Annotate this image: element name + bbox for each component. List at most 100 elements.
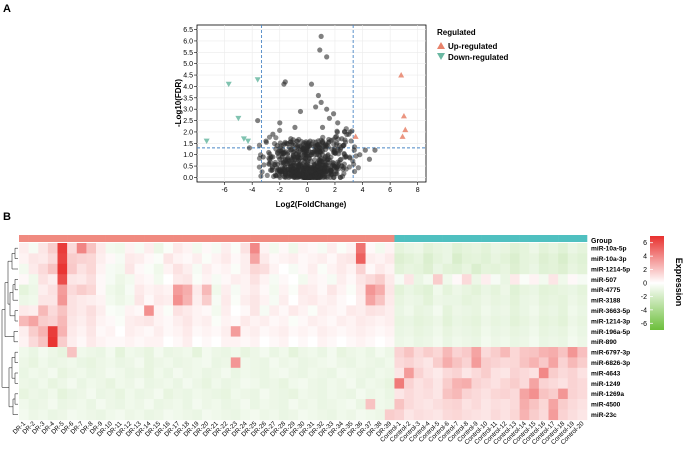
heatmap-cell [471, 326, 482, 337]
heatmap-cell [288, 305, 299, 317]
y-tick-label: 4.5 [183, 73, 193, 80]
heatmap-cell [230, 367, 241, 379]
heatmap-cell [384, 357, 395, 369]
heatmap-cell [182, 243, 193, 254]
heatmap-cell [529, 326, 540, 337]
heatmap-cell [336, 263, 347, 275]
heatmap-cell [307, 295, 318, 306]
point-not-significant [294, 138, 300, 144]
group-cell [192, 235, 203, 242]
column-labels: DR-1DR-2DR-3DR-4DR-5DR-6DR-7DR-8DR-9DR-1… [12, 420, 586, 446]
group-cell [298, 235, 309, 242]
group-cell [307, 235, 318, 242]
heatmap-cell [355, 326, 366, 337]
heatmap-cell [471, 409, 482, 421]
heatmap-cell [19, 326, 29, 337]
heatmap-cell [230, 315, 241, 327]
heatmap-cell [134, 409, 145, 421]
point-not-significant [330, 149, 337, 156]
heatmap-cell [394, 378, 405, 389]
heatmap-cell [221, 367, 232, 379]
heatmap-cell [38, 357, 49, 369]
point-not-significant [297, 147, 304, 153]
heatmap-cell [28, 326, 39, 337]
heatmap-cell [38, 326, 49, 337]
heatmap-cell [452, 347, 463, 358]
heatmap-cell [538, 295, 549, 306]
heatmap-cell [375, 305, 386, 317]
heatmap-cell [67, 336, 78, 348]
heatmap-cell [423, 357, 434, 369]
heatmap-cell [288, 274, 299, 285]
heatmap-cell [163, 295, 174, 306]
point-down-regulated [203, 138, 210, 145]
heatmap-cell [163, 347, 174, 358]
heatmap-cell [538, 388, 549, 400]
heatmap-cell [288, 253, 299, 265]
heatmap-cell [307, 243, 318, 254]
heatmap-cell [404, 284, 415, 296]
heatmap-cell [432, 336, 443, 348]
group-cell [288, 235, 299, 242]
heatmap-cell [404, 399, 415, 410]
heatmap-cell [529, 274, 540, 285]
heatmap-cell [577, 315, 588, 327]
heatmap-cell [490, 336, 501, 348]
heatmap-cell [67, 274, 78, 285]
heatmap-cell [538, 243, 549, 254]
heatmap-cell [134, 378, 145, 389]
heatmap-cell [442, 336, 453, 348]
heatmap-cell [192, 263, 203, 275]
heatmap-cell [124, 388, 135, 400]
heatmap-cell [404, 336, 415, 348]
heatmap-cell [28, 284, 39, 296]
heatmap-cell [57, 388, 68, 400]
x-tick-label: -4 [249, 187, 255, 194]
point-not-significant [266, 155, 272, 161]
heatmap-cell [317, 347, 328, 358]
heatmap-cell [490, 284, 501, 296]
heatmap-cell [365, 295, 376, 306]
heatmap-cell [124, 295, 135, 306]
point-not-significant [291, 160, 297, 166]
heatmap-cell [288, 399, 299, 410]
heatmap-cell [394, 409, 405, 421]
heatmap-cell [76, 284, 87, 296]
heatmap-cell [144, 357, 155, 369]
heatmap-cell [105, 315, 116, 327]
heatmap-cell [548, 305, 559, 317]
heatmap-cell [375, 388, 386, 400]
group-cell [471, 235, 482, 242]
heatmap-cell [500, 409, 511, 421]
heatmap-cell [115, 263, 126, 275]
heatmap-cell [182, 253, 193, 265]
heatmap-cell [19, 388, 29, 400]
heatmap-cell [240, 243, 251, 254]
heatmap-cell [481, 336, 492, 348]
heatmap-cell [288, 263, 299, 275]
heatmap-cell [134, 367, 145, 379]
heatmap-cell [298, 326, 309, 337]
colorbar-gradient [650, 236, 664, 330]
heatmap-cell [105, 284, 116, 296]
heatmap-cell [413, 263, 424, 275]
heatmap-cell [134, 295, 145, 306]
heatmap-cell [105, 326, 116, 337]
legend-title: Regulated [437, 28, 476, 37]
heatmap-cell [481, 399, 492, 410]
legend-label: Up-regulated [448, 42, 497, 51]
heatmap-cell [211, 357, 222, 369]
heatmap-cell [230, 409, 241, 421]
point-not-significant [335, 120, 341, 126]
heatmap-cell [336, 274, 347, 285]
heatmap-cell [538, 347, 549, 358]
heatmap-cell [201, 295, 212, 306]
heatmap-cell [230, 295, 241, 306]
heatmap-cell [413, 336, 424, 348]
heatmap-cell [548, 326, 559, 337]
heatmap-cell [67, 263, 78, 275]
heatmap-cell [105, 378, 116, 389]
point-not-significant [285, 166, 292, 172]
group-cell [86, 235, 97, 242]
heatmap-cell [288, 388, 299, 400]
